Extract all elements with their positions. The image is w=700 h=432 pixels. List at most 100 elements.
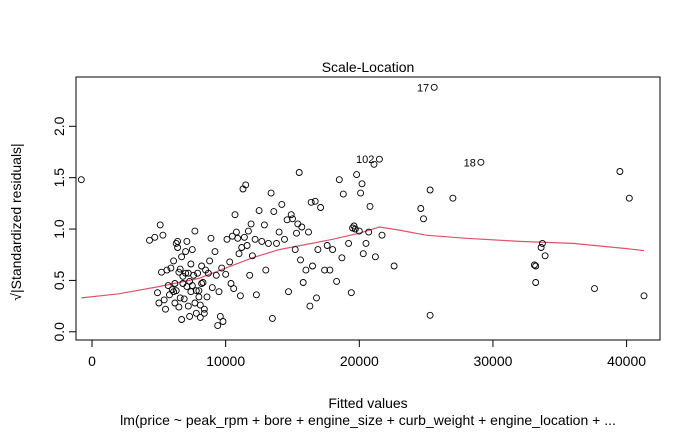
data-point xyxy=(353,171,361,179)
data-point xyxy=(314,246,322,254)
x-tick-label: 30000 xyxy=(473,353,512,369)
data-point xyxy=(200,305,208,313)
data-point xyxy=(426,311,434,319)
data-point xyxy=(267,189,275,197)
data-point xyxy=(366,202,374,210)
data-point xyxy=(262,266,270,274)
data-point xyxy=(230,285,238,293)
data-point xyxy=(299,279,307,286)
data-point xyxy=(258,237,266,245)
data-point xyxy=(171,280,179,287)
x-tick-label: 20000 xyxy=(340,353,379,369)
data-point xyxy=(283,216,291,224)
data-point xyxy=(268,314,276,322)
data-point xyxy=(188,282,196,290)
data-point xyxy=(270,208,278,216)
data-point xyxy=(255,207,263,215)
data-point xyxy=(182,269,190,277)
data-point xyxy=(231,211,239,219)
data-point xyxy=(264,239,272,247)
data-point xyxy=(338,254,346,262)
data-point xyxy=(420,215,427,223)
data-point xyxy=(207,234,215,242)
point-label: 18 xyxy=(464,157,476,169)
data-point xyxy=(190,271,198,279)
data-point xyxy=(235,250,243,258)
data-point xyxy=(309,262,316,270)
x-tick-label: 10000 xyxy=(206,353,245,369)
data-point xyxy=(77,176,85,184)
point-label: 17 xyxy=(417,82,429,94)
y-axis-label: √|Standardized residuals| xyxy=(8,143,24,300)
point-label: 102 xyxy=(356,154,374,166)
data-point xyxy=(159,231,167,239)
data-point xyxy=(234,234,242,242)
data-point xyxy=(243,242,251,249)
data-points xyxy=(77,83,648,330)
data-point xyxy=(426,186,434,194)
data-point xyxy=(302,266,310,274)
y-axis: 0.0 0.5 1.0 1.5 2.0 xyxy=(51,116,76,342)
data-point xyxy=(183,237,191,245)
data-point xyxy=(321,266,329,274)
data-point xyxy=(236,292,244,300)
data-point xyxy=(477,158,485,166)
data-point xyxy=(196,313,204,321)
data-point xyxy=(204,269,212,277)
data-point xyxy=(591,285,598,293)
data-point xyxy=(293,229,300,237)
data-point xyxy=(195,293,203,301)
data-point xyxy=(175,268,183,276)
data-point xyxy=(168,286,176,294)
data-point xyxy=(155,299,163,307)
data-point xyxy=(223,235,231,243)
y-tick-label: 2.0 xyxy=(51,116,67,136)
data-point xyxy=(198,262,206,270)
data-point xyxy=(175,303,183,311)
data-point xyxy=(371,253,379,261)
data-point xyxy=(186,312,194,320)
data-point xyxy=(242,181,250,189)
data-point xyxy=(278,200,286,208)
data-point xyxy=(323,242,331,249)
data-point xyxy=(176,265,184,273)
data-point xyxy=(246,271,254,279)
data-point xyxy=(317,204,325,211)
data-point xyxy=(167,264,175,272)
data-point xyxy=(191,227,199,235)
data-point xyxy=(357,189,365,197)
data-point xyxy=(200,309,208,317)
data-point xyxy=(188,246,196,254)
y-tick-label: 0.0 xyxy=(51,322,67,342)
data-point xyxy=(172,287,180,295)
data-point xyxy=(345,239,353,247)
data-point xyxy=(248,252,256,260)
data-point xyxy=(247,220,255,228)
data-point xyxy=(538,239,546,247)
data-point xyxy=(178,253,186,261)
data-point xyxy=(180,295,188,303)
data-point xyxy=(174,244,182,251)
data-point xyxy=(287,211,295,219)
data-point xyxy=(214,322,222,330)
data-point xyxy=(370,160,378,168)
data-point xyxy=(640,292,648,300)
data-point xyxy=(171,299,179,307)
data-point xyxy=(252,291,260,299)
data-point xyxy=(430,83,438,91)
data-point xyxy=(260,221,268,229)
data-point xyxy=(160,296,168,304)
data-point xyxy=(182,248,190,256)
data-point xyxy=(305,228,312,236)
data-point xyxy=(192,287,200,295)
data-point xyxy=(298,223,306,231)
data-point xyxy=(163,266,171,274)
data-point xyxy=(232,228,240,236)
data-point xyxy=(532,279,540,286)
data-point xyxy=(146,236,153,244)
data-point xyxy=(295,169,303,176)
data-point xyxy=(313,294,320,302)
data-point xyxy=(530,261,538,269)
data-point xyxy=(273,239,280,247)
data-point xyxy=(211,248,219,256)
